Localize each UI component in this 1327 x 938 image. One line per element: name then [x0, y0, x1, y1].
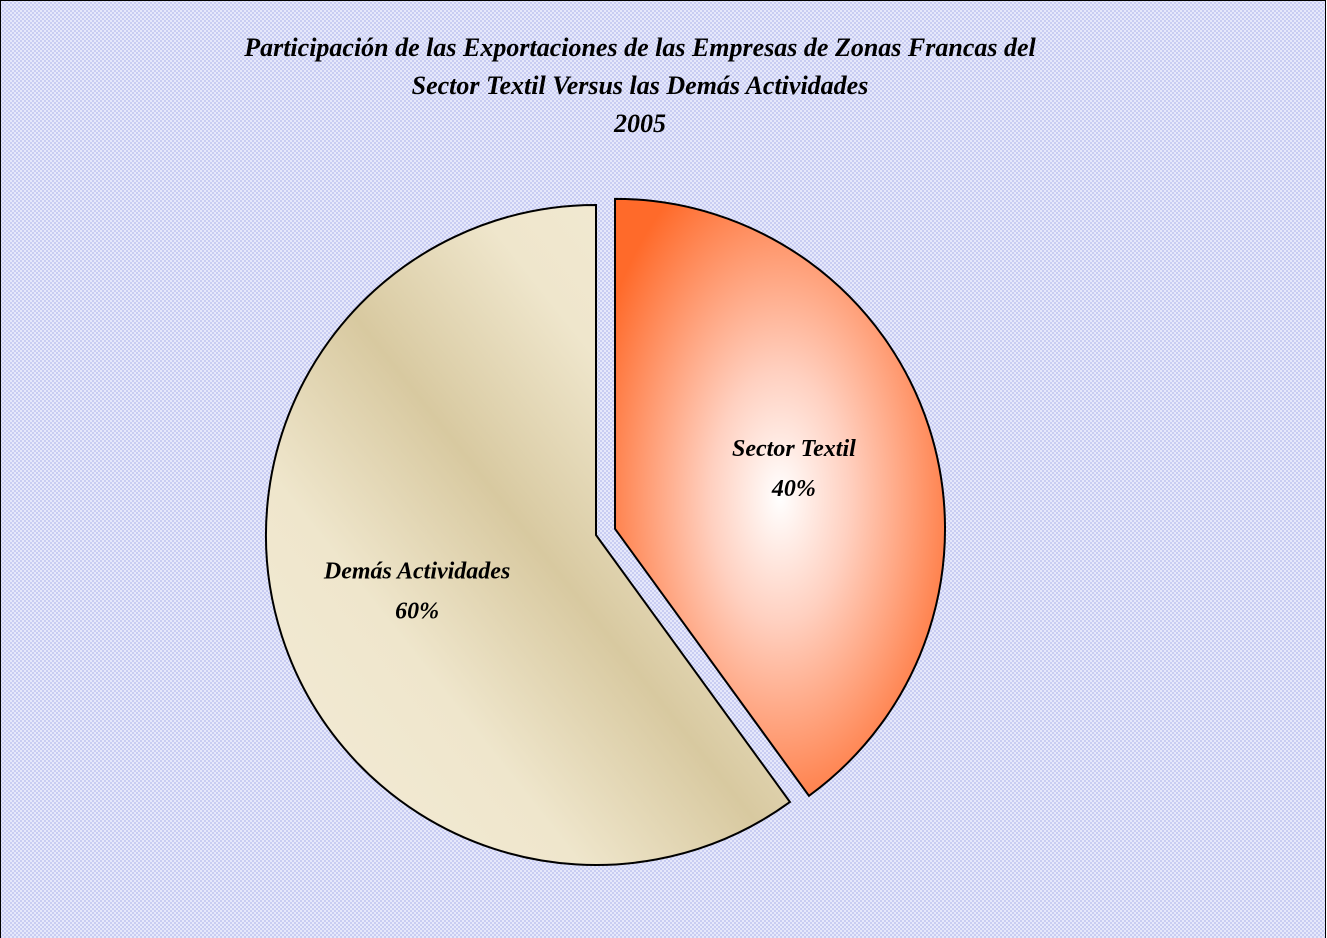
slice-label: Sector Textil [732, 436, 856, 462]
chart-title: Sector Textil Versus las Demás Actividad… [412, 71, 869, 100]
chart-title: 2005 [613, 109, 666, 138]
pie-slice [265, 203, 792, 866]
slice-value-label: 40% [771, 476, 816, 502]
slice-value-label: 60% [395, 599, 439, 625]
slice-label: Demás Actividades [323, 559, 510, 585]
pie-slice [614, 197, 946, 798]
chart-title: Participación de las Exportaciones de la… [243, 33, 1036, 62]
